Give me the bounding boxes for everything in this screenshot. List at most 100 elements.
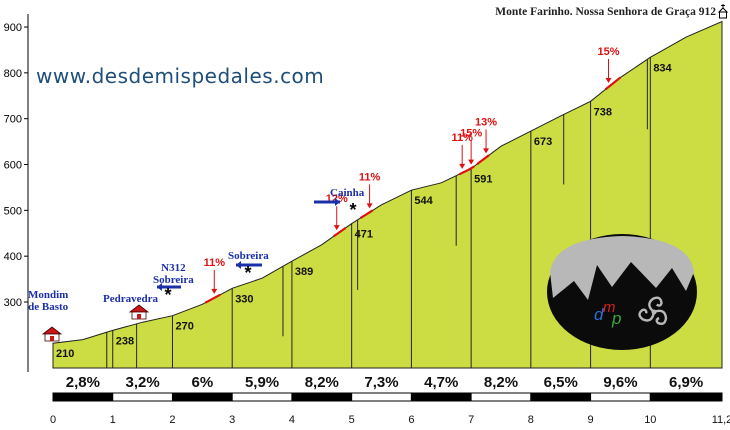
dmp-logo: d mp <box>547 234 697 350</box>
steep-gradient-label: 11% <box>359 171 381 183</box>
steep-arrowhead <box>605 77 612 83</box>
km-bar-segment <box>171 392 233 402</box>
steep-gradient-label: 13% <box>475 116 497 128</box>
segment-gradient-label: 6% <box>191 374 213 391</box>
chapel-roof <box>717 7 729 13</box>
km-bar-segment <box>590 392 651 402</box>
place-label-n312: N312 Sobreira <box>153 262 194 286</box>
x-tick-label: 5 <box>349 414 355 426</box>
km-bar-segment <box>410 392 472 402</box>
x-tick-label: 1 <box>110 414 116 426</box>
steep-section <box>458 169 469 176</box>
segment-gradient-label: 5,9% <box>245 374 279 391</box>
steep-arrowhead <box>483 148 490 154</box>
direction-arrowhead-n312 <box>157 283 162 291</box>
place-label-n312-line2: Sobreira <box>153 274 194 286</box>
logo-letter-m: m <box>603 299 616 316</box>
segment-gradient-label: 2,8% <box>66 374 100 391</box>
x-tick-label: 9 <box>588 414 594 426</box>
place-label-mondim-line2: de Basto <box>28 301 69 313</box>
steep-section <box>476 154 490 166</box>
place-label-mondim: Mondim de Basto <box>28 289 68 313</box>
logo-letter-d: d <box>594 305 604 324</box>
steep-arrowhead <box>333 225 340 231</box>
logo-mountain <box>550 236 694 300</box>
y-tick-label: 400 <box>4 251 22 263</box>
steep-arrowhead <box>366 203 373 209</box>
segment-gradient-label: 6,9% <box>669 374 703 391</box>
y-tick-label: 300 <box>4 297 22 309</box>
segment-gradient-label: 8,2% <box>484 374 518 391</box>
x-tick-label: 6 <box>408 414 414 426</box>
steep-gradient-label: 11% <box>451 132 473 144</box>
steep-arrowhead <box>211 288 218 294</box>
km-altitude-label: 270 <box>175 321 193 333</box>
km-altitude-label: 238 <box>116 335 134 347</box>
segment-gradient-label: 6,5% <box>544 374 578 391</box>
steep-arrowhead <box>459 163 466 169</box>
segment-gradient-label: 7,3% <box>364 374 398 391</box>
y-tick-label: 900 <box>4 22 22 34</box>
place-label-sobreira: Sobreira <box>228 250 269 262</box>
peak-title: Monte Farinho. Nossa Senhora de Graça 91… <box>495 6 716 18</box>
y-tick-label: 700 <box>4 114 22 126</box>
x-tick-label: 8 <box>528 414 534 426</box>
chapel-body <box>719 11 727 19</box>
village-house-icon <box>41 326 63 342</box>
house-door <box>137 314 141 319</box>
steep-section <box>467 165 475 171</box>
y-tick-label: 800 <box>4 68 22 80</box>
km-bar-segment <box>351 392 412 402</box>
km-bar-segment <box>231 392 293 402</box>
y-tick-label: 500 <box>4 205 22 217</box>
direction-arrowhead-sobreira <box>236 261 241 269</box>
segment-gradient-label: 3,2% <box>125 374 159 391</box>
segment-gradient-label: 9,6% <box>603 374 637 391</box>
place-label-n312-line1: N312 <box>161 262 186 274</box>
junction-asterisk-icon: * <box>244 263 251 283</box>
steep-gradient-label: 15% <box>597 46 619 58</box>
steep-section <box>604 76 622 91</box>
segment-gradient-label: 4,7% <box>424 374 458 391</box>
steep-section <box>333 226 347 238</box>
km-altitude-label: 210 <box>56 348 74 360</box>
direction-arrowhead-cainha <box>335 198 340 206</box>
triskelion-arm <box>638 308 656 322</box>
x-tick-label: 10 <box>644 414 656 426</box>
steep-gradient-label: 15% <box>460 128 482 140</box>
triskelion-arm <box>648 296 663 313</box>
x-tick-label: 11,2 <box>712 414 730 426</box>
place-label-pedravedra: Pedravedra <box>103 293 158 305</box>
km-altitude-label: 471 <box>355 229 373 241</box>
x-tick-label: 0 <box>50 414 56 426</box>
km-bar-segment <box>112 392 173 402</box>
house-roof <box>41 326 63 335</box>
house-door <box>50 336 54 341</box>
km-bar-segment <box>530 392 592 402</box>
x-tick-label: 3 <box>229 414 235 426</box>
logo-letter-p: p <box>611 309 621 328</box>
km-altitude-label: 738 <box>594 106 612 118</box>
steep-arrowhead <box>468 159 475 165</box>
km-bar-segment <box>649 392 723 402</box>
km-bar-segment <box>291 392 353 402</box>
segment-gradient-label: 8,2% <box>305 374 339 391</box>
site-watermark: www.desdemispedales.com <box>36 64 325 88</box>
km-altitude-label: 389 <box>295 266 313 278</box>
km-bar-segment <box>52 392 114 402</box>
x-tick-label: 4 <box>289 414 295 426</box>
km-altitude-label: 834 <box>653 62 672 74</box>
km-altitude-label: 330 <box>235 293 253 305</box>
triskelion-icon <box>638 296 668 326</box>
junction-asterisk-icon: * <box>164 285 171 305</box>
summit-chapel-icon <box>717 4 729 19</box>
x-tick-label: 7 <box>468 414 474 426</box>
km-bar-segment <box>470 392 532 402</box>
house-roof <box>128 304 150 313</box>
steep-section <box>360 209 374 219</box>
steep-gradient-label: 11% <box>204 257 226 269</box>
village-house-icon <box>128 304 150 320</box>
place-label-mondim-line1: Mondim <box>28 289 69 301</box>
km-altitude-label: 544 <box>414 195 433 207</box>
